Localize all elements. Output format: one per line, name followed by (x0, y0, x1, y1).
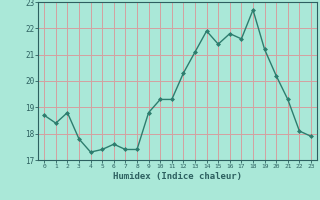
X-axis label: Humidex (Indice chaleur): Humidex (Indice chaleur) (113, 172, 242, 181)
